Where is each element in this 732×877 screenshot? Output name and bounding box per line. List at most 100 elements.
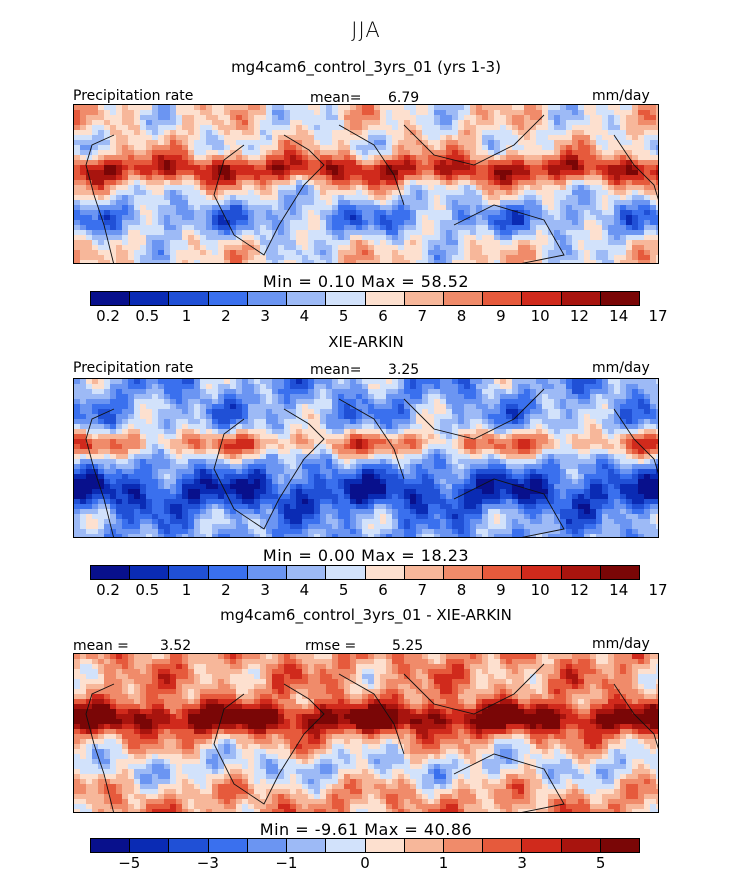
colorbar-swatch <box>247 566 288 579</box>
colorbar-tick-label: 14 <box>609 581 629 599</box>
colorbar-swatch <box>169 292 209 305</box>
colorbar-swatch <box>483 292 523 305</box>
panel-1-units: mm/day <box>592 88 650 104</box>
colorbar-swatch <box>404 839 444 852</box>
colorbar-tick-label: 10 <box>530 307 550 325</box>
coastline <box>453 478 565 537</box>
colorbar-swatch <box>522 566 562 579</box>
colorbar-swatch <box>326 566 366 579</box>
colorbar-swatch <box>365 292 405 305</box>
panel-3-map <box>73 653 659 813</box>
panel-1-colorbar <box>90 291 640 306</box>
colorbar-swatch <box>522 839 562 852</box>
coastline <box>338 673 405 755</box>
coastline <box>403 663 545 715</box>
colorbar-swatch <box>365 566 405 579</box>
panel-3-colorbar <box>90 838 640 853</box>
colorbar-tick-label: 5 <box>338 581 349 599</box>
colorbar-tick-label: 2 <box>221 307 231 325</box>
colorbar-swatch <box>561 839 601 852</box>
colorbar-swatch <box>287 839 327 852</box>
colorbar-swatch <box>287 292 327 305</box>
colorbar-tick-label: 0.5 <box>135 307 160 325</box>
colorbar-tick-label: 0 <box>360 854 370 872</box>
colorbar-tick-label: 0.2 <box>96 581 120 599</box>
colorbar-tick-label: 0.2 <box>96 307 120 325</box>
panel-2-colorbar <box>90 565 640 580</box>
colorbar-swatch <box>404 566 444 579</box>
coastline <box>213 683 325 805</box>
colorbar-swatch <box>365 839 405 852</box>
panel-2-left-label: Precipitation rate <box>73 360 194 376</box>
coastline <box>338 124 405 206</box>
colorbar-swatch <box>483 566 523 579</box>
panel-3-units: mm/day <box>592 636 650 652</box>
colorbar-swatch <box>561 292 601 305</box>
panel-1-title: mg4cam6_control_3yrs_01 (yrs 1-3) <box>231 58 501 76</box>
colorbar-tick-label: 17 <box>648 307 668 325</box>
panel-3-mean-label: mean = <box>73 638 129 654</box>
colorbar-tick-label: 14 <box>609 307 629 325</box>
colorbar-swatch <box>561 566 601 579</box>
colorbar-swatch <box>91 292 131 305</box>
colorbar-swatch <box>247 839 288 852</box>
coastline <box>213 408 325 530</box>
colorbar-swatch <box>247 292 288 305</box>
colorbar-tick-label: 5 <box>338 307 349 325</box>
colorbar-swatch <box>483 839 523 852</box>
panel-3-rmse-label: rmse = <box>305 638 357 654</box>
colorbar-tick-label: 0.5 <box>135 581 160 599</box>
colorbar-swatch <box>443 292 484 305</box>
coastline <box>85 134 115 263</box>
panel-1-map-field <box>74 105 658 263</box>
colorbar-tick-label: 9 <box>496 581 506 599</box>
colorbar-swatch <box>326 839 366 852</box>
colorbar-swatch <box>169 839 209 852</box>
panel-1-minmax: Min = 0.10 Max = 58.52 <box>262 272 470 291</box>
colorbar-swatch <box>91 839 131 852</box>
colorbar-tick-label: 5 <box>595 854 606 872</box>
coastline <box>403 114 545 166</box>
season-title: JJA <box>351 18 381 42</box>
colorbar-swatch <box>208 566 248 579</box>
colorbar-swatch <box>208 839 248 852</box>
coastline <box>453 204 565 263</box>
colorbar-tick-label: 4 <box>299 307 310 325</box>
colorbar-swatch <box>443 566 484 579</box>
panel-3-rmse-value: 5.25 <box>392 638 424 654</box>
colorbar-tick-label: 12 <box>569 581 589 599</box>
coastline <box>338 398 405 480</box>
colorbar-tick-label: 12 <box>569 307 589 325</box>
colorbar-tick-label: 6 <box>378 581 388 599</box>
panel-2-mean-value: 3.25 <box>388 362 420 378</box>
colorbar-tick-label: 3 <box>260 307 270 325</box>
colorbar-tick-label: −1 <box>275 854 298 872</box>
colorbar-tick-label: 1 <box>438 854 449 872</box>
panel-2-mean-label: mean= <box>310 362 362 378</box>
coastline <box>613 683 658 749</box>
colorbar-tick-label: 9 <box>496 307 506 325</box>
coastline <box>453 753 565 812</box>
coastline <box>403 388 545 440</box>
colorbar-tick-label: 3 <box>260 581 270 599</box>
panel-3-map-field <box>74 654 658 812</box>
colorbar-swatch <box>208 292 248 305</box>
colorbar-swatch <box>443 839 484 852</box>
colorbar-tick-label: 17 <box>648 581 668 599</box>
coastline <box>85 408 115 537</box>
coastline <box>213 134 325 256</box>
colorbar-swatch <box>169 566 209 579</box>
colorbar-swatch <box>600 566 640 579</box>
colorbar-swatch <box>287 566 327 579</box>
colorbar-swatch <box>600 839 640 852</box>
colorbar-swatch <box>326 292 366 305</box>
panel-2-map <box>73 378 659 538</box>
panel-1-mean-label: mean= <box>310 90 362 106</box>
colorbar-tick-label: −3 <box>196 854 219 872</box>
colorbar-tick-label: 7 <box>417 581 428 599</box>
colorbar-swatch <box>130 292 170 305</box>
panel-2-map-field <box>74 379 658 537</box>
coastline <box>613 134 658 200</box>
coastline <box>613 408 658 474</box>
colorbar-tick-label: 3 <box>517 854 527 872</box>
